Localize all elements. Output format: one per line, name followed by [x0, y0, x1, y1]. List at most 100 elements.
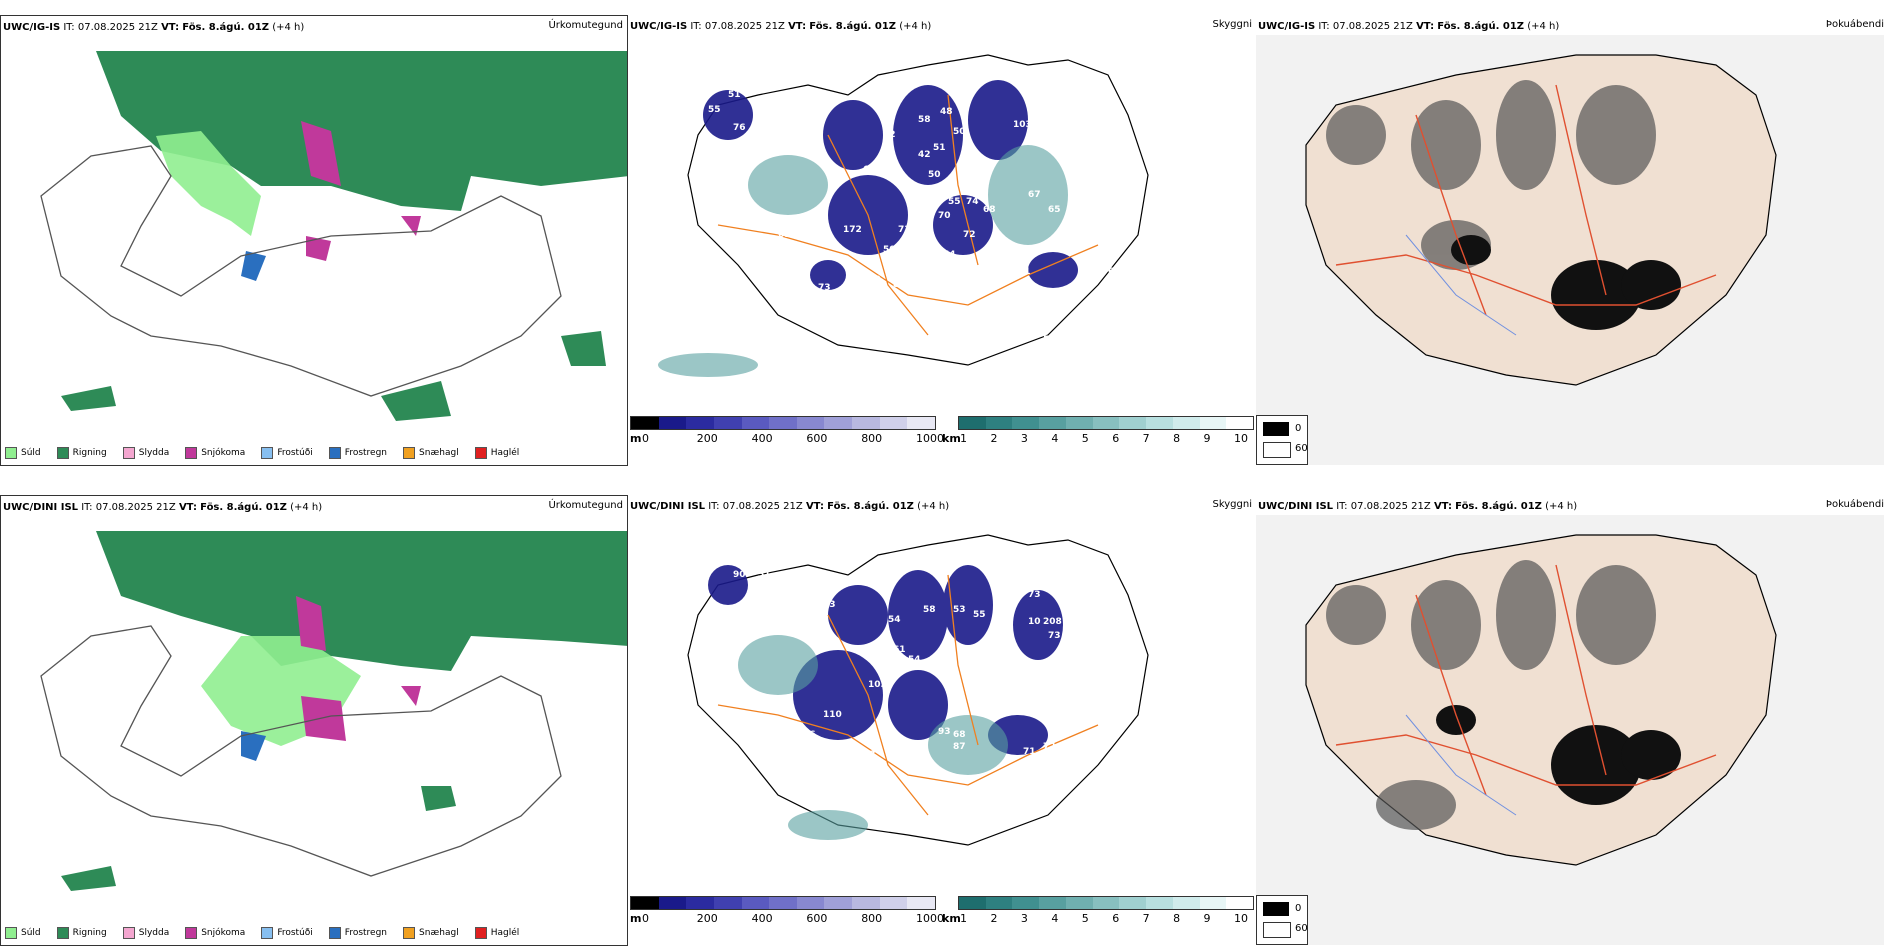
colorbar-segment — [879, 417, 908, 429]
colorbar-tick-label: 1 — [960, 432, 967, 445]
colorbar-segment — [631, 417, 659, 429]
fog-title: Þokuábendi — [1825, 19, 1884, 30]
cloudbase-value-label: 35 — [718, 227, 731, 237]
colorbar-segment — [1012, 897, 1040, 909]
cloudbase-value-label: 103 — [1013, 120, 1032, 130]
legend-swatch — [5, 927, 17, 939]
cloudbase-value-label: 72 — [1043, 742, 1056, 752]
colorbar-tick-label: 2 — [990, 432, 998, 445]
colorbar-segment — [959, 897, 986, 909]
panel-header: UWC/IG-IS IT: 07.08.2025 21Z VT: Fös. 8.… — [1258, 21, 1560, 32]
colorbar-segment — [1226, 897, 1254, 909]
colorbar-segment — [985, 897, 1013, 909]
colorbar-segment — [1226, 417, 1254, 429]
colorbar-segment — [769, 417, 797, 429]
panel-header: UWC/DINI ISL IT: 07.08.2025 21Z VT: Fös.… — [1258, 501, 1578, 512]
cloudbase-value-label: 52 — [883, 130, 896, 140]
legend-swatch — [56, 927, 69, 939]
legend-item: Rigning — [56, 927, 107, 939]
colorbar-tick-label: 9 — [1203, 432, 1211, 445]
legend-swatch — [261, 927, 274, 939]
cloudbase-value-label: 71 — [1023, 747, 1036, 757]
cloudbase-value-label: 87 — [953, 742, 966, 752]
colorbar-tick-label: 800 — [861, 912, 883, 925]
cloudbase-value-label: 54 — [943, 250, 956, 260]
legend-label: Rigning — [72, 448, 107, 458]
colorbar-segment — [1119, 897, 1147, 909]
colorbar-tick-label: 8 — [1173, 432, 1181, 445]
colorbar-segment — [1146, 417, 1173, 429]
legend-label: Rigning — [72, 928, 107, 938]
cloudbase-map — [658, 54, 1149, 377]
cloudbase-value-label: 89 — [1088, 655, 1101, 665]
legend-label: Snjókoma — [201, 448, 246, 458]
cloudbase-value-label: 50 — [953, 127, 966, 137]
legend-label: Frostúði — [277, 928, 313, 938]
colorbar-unit: km — [942, 432, 961, 445]
legend-item: Slydda — [122, 447, 170, 459]
legend-item: Haglél — [474, 447, 520, 459]
fog-title: Þokuábendi — [1825, 499, 1884, 510]
ptype-panel-row2: UWC/DINI ISL IT: 07.08.2025 21Z VT: Fös.… — [0, 495, 628, 946]
legend-swatch — [403, 447, 416, 459]
cloudbase-value-label: 89 — [813, 385, 826, 395]
colorbar-tick-label: 6 — [1112, 912, 1120, 925]
ptype-title: Úrkomutegund — [548, 500, 623, 511]
cloudbase-value-label: 68 — [983, 205, 996, 215]
colorbar-tick-label: 600 — [806, 912, 828, 925]
cloudbase-value-label: 62 — [1028, 115, 1041, 125]
panel-header: UWC/DINI ISL IT: 07.08.2025 21Z VT: Fös.… — [3, 502, 323, 513]
cloudbase-value-label: 96 — [1033, 287, 1046, 297]
legend-label: Frostúði — [277, 448, 313, 458]
cloudbase-value-label: 65 — [1048, 205, 1061, 215]
cloudbase-value-label: 50 — [883, 245, 896, 255]
colorbar-tick-label: 4 — [1051, 912, 1059, 925]
colorbar-tick-label: 10 — [1234, 912, 1248, 925]
colorbar-segment — [686, 417, 714, 429]
colorbar-tick-label: 7 — [1142, 432, 1150, 445]
cloudbase-value-label: 172 — [843, 225, 862, 235]
ptype-legend: Súld Rigning Slydda Snjókoma Frostúði Frostre… — [5, 447, 519, 459]
legend-item: Frostregn — [328, 447, 388, 459]
colorbar-segment — [824, 417, 853, 429]
cloudbase-value-label: 71 — [1018, 267, 1031, 277]
cloudbase-value-label: 93 — [938, 727, 951, 737]
cloudbase-value-label: 103 — [868, 680, 887, 690]
cloudbase-value-label: 70 — [938, 211, 951, 221]
colorbar-segment — [713, 897, 742, 909]
cloudbase-value-label: 61 — [1108, 267, 1121, 277]
colorbar-tick-label: 4 — [1051, 432, 1059, 445]
colorbar-segment — [1012, 417, 1040, 429]
colorbar-segment — [686, 897, 714, 909]
colorbar-segment — [959, 417, 986, 429]
legend-item: Frostúði — [261, 447, 313, 459]
legend-label: Frostregn — [344, 448, 388, 458]
legend-item: Snjókoma — [185, 447, 245, 459]
legend-swatch — [185, 447, 198, 459]
fog-legend: 0 60 — [1256, 895, 1308, 945]
colorbar-tick-label: 600 — [806, 432, 828, 445]
cloudbase-value-label: 54 — [888, 615, 901, 625]
cloudbase-value-label: 46 — [883, 732, 896, 742]
legend-label: Haglél — [490, 448, 520, 458]
panel-header: UWC/DINI ISL IT: 07.08.2025 21Z VT: Fös.… — [630, 501, 950, 512]
cloudbase-value-label: 58 — [918, 115, 931, 125]
legend-swatch — [403, 927, 416, 939]
panel-header: UWC/IG-IS IT: 07.08.2025 21Z VT: Fös. 8.… — [630, 21, 932, 32]
cloudbase-value-label: 73 — [1028, 590, 1041, 600]
colorbar-segment — [1172, 417, 1200, 429]
colorbar-segment — [1065, 897, 1093, 909]
colorbar-segment — [796, 417, 825, 429]
legend-label: Haglél — [490, 928, 520, 938]
cloudbase-value-label: 50 — [928, 170, 941, 180]
cloudbase-value-label: 73 — [818, 283, 831, 293]
legend-item: Haglél — [474, 927, 520, 939]
legend-item: Rigning — [56, 447, 107, 459]
legend-swatch — [328, 447, 341, 459]
cloudbase-value-label: 110 — [823, 710, 842, 720]
colorbar-tick-label: 3 — [1020, 912, 1028, 925]
colorbar-segment — [741, 417, 770, 429]
panel-header: UWC/IG-IS IT: 07.08.2025 21Z VT: Fös. 8.… — [3, 22, 305, 33]
colorbar-segment — [1039, 417, 1066, 429]
legend-label: Slydda — [138, 448, 170, 458]
